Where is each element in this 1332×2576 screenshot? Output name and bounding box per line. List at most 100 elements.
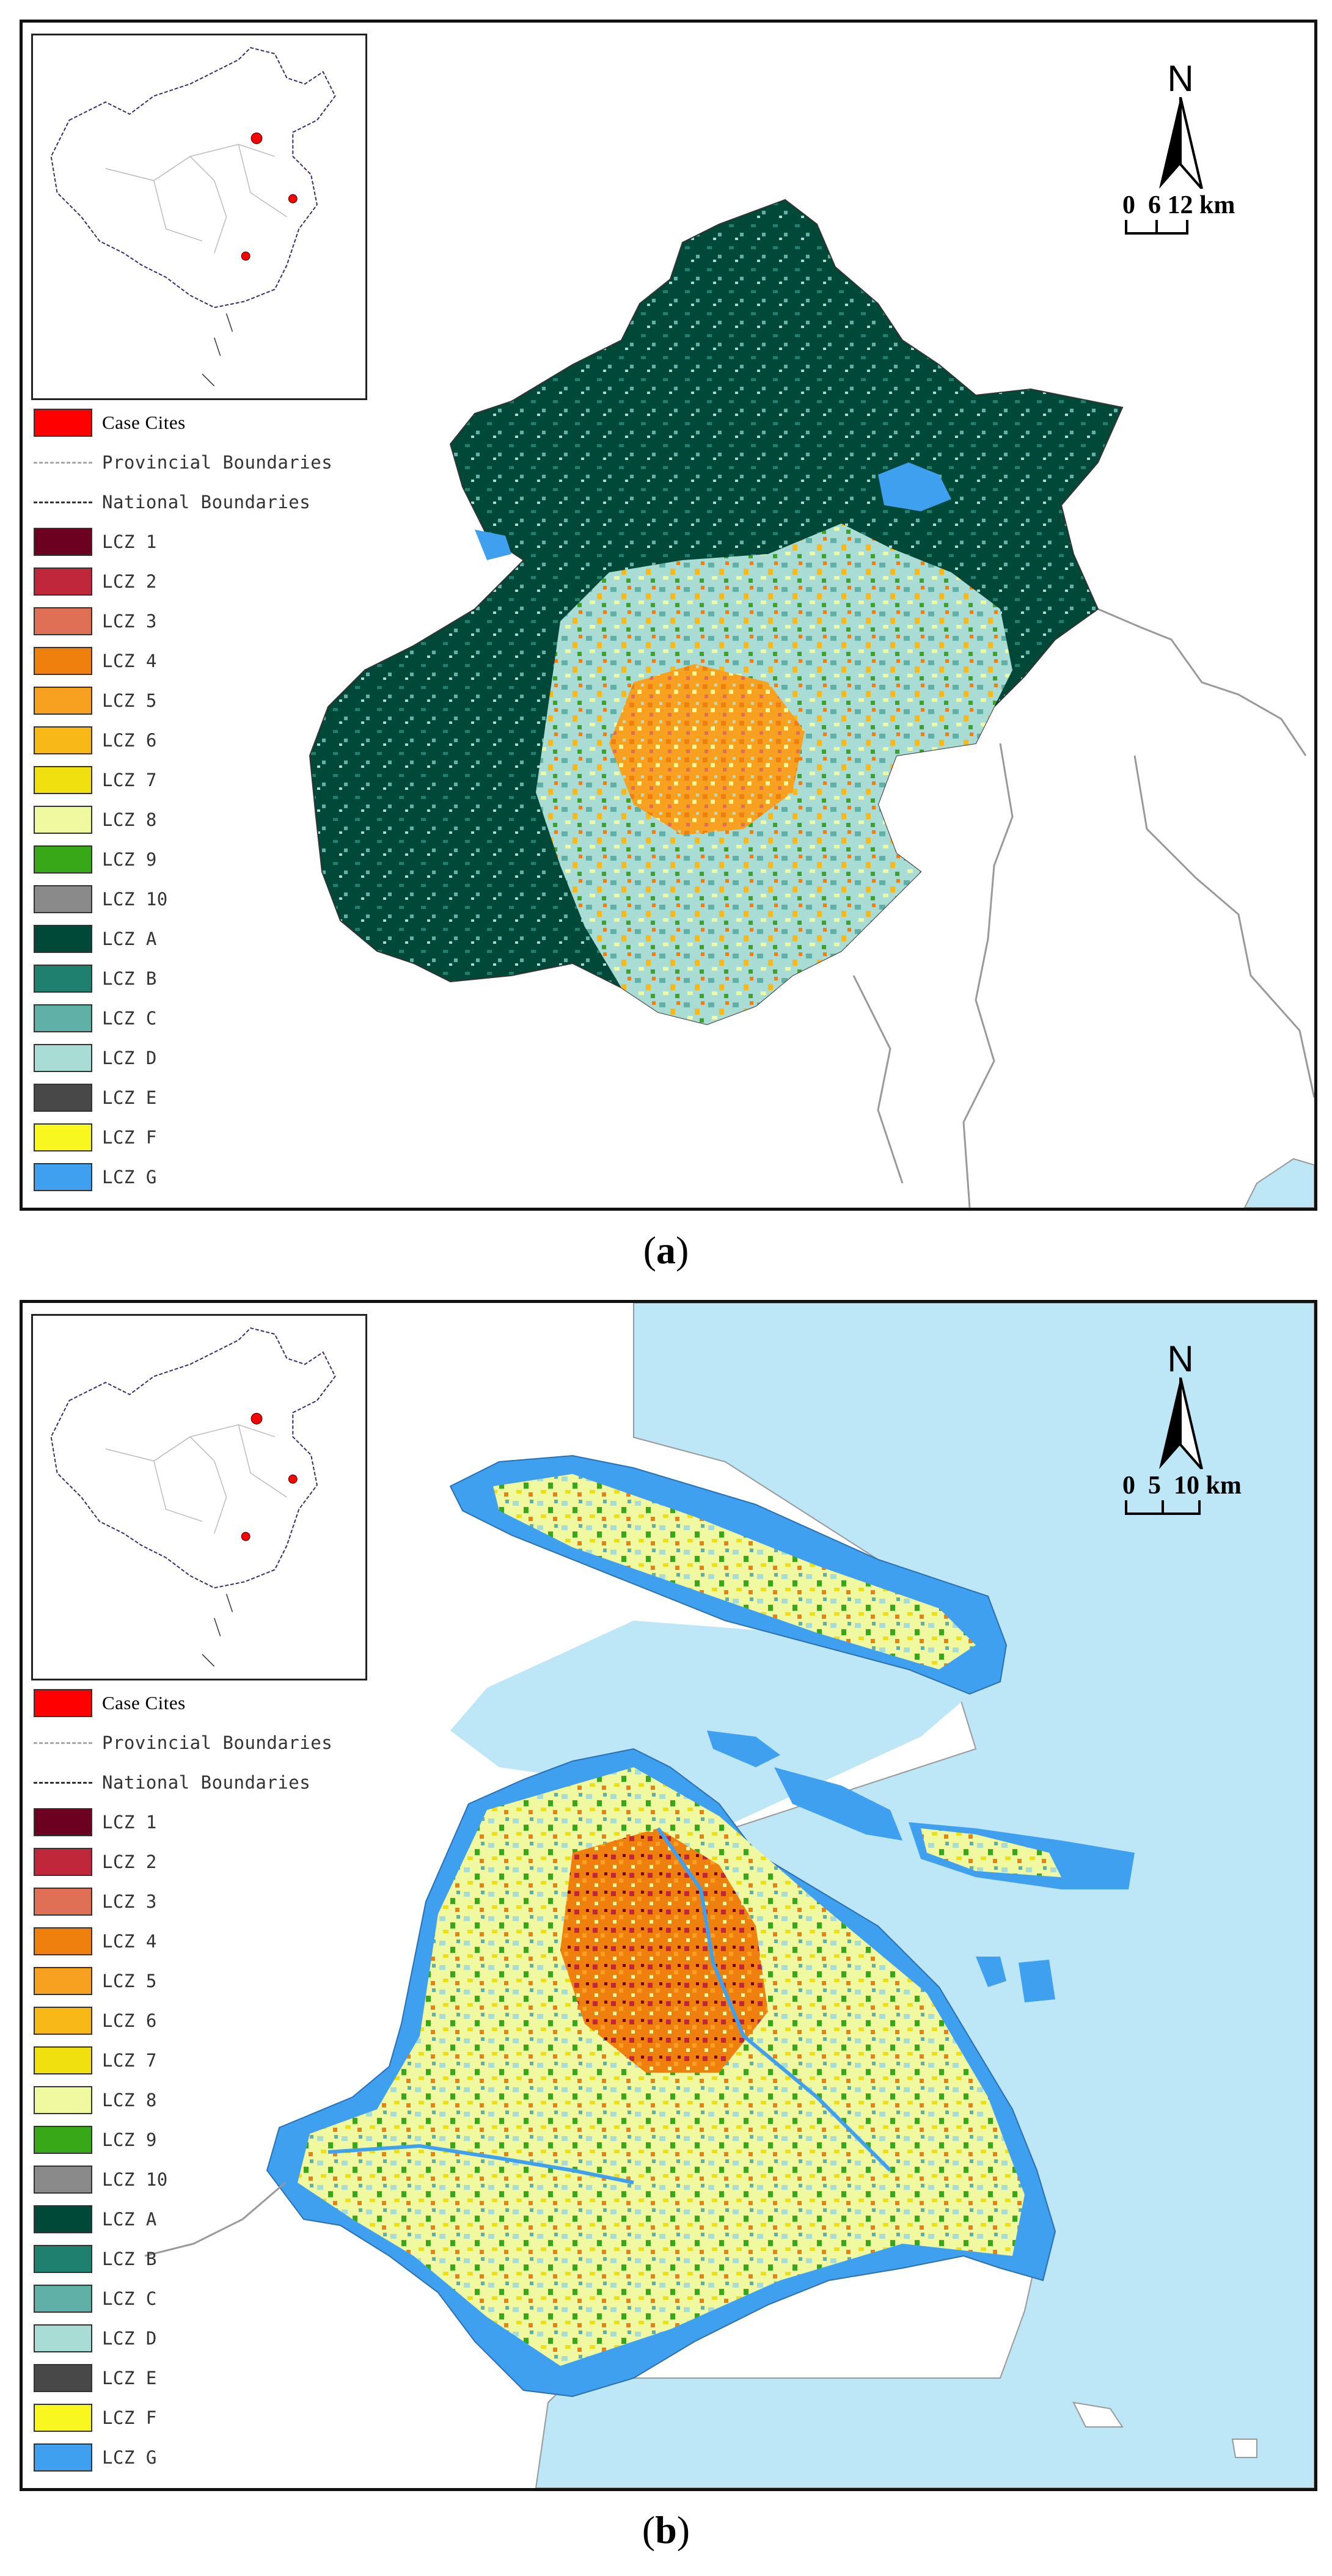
legend-swatch xyxy=(34,726,92,754)
legend-swatch xyxy=(34,607,92,635)
legend-swatch xyxy=(34,965,92,993)
legend-line-symbol xyxy=(34,1729,92,1757)
legend-item-lcz: LCZ 7 xyxy=(34,2045,157,2076)
legend-label: LCZ 10 xyxy=(102,889,168,910)
legend-line-symbol xyxy=(34,1768,92,1797)
legend-label: LCZ 8 xyxy=(102,809,157,830)
legend-item-lcz: LCZ 8 xyxy=(34,2085,157,2115)
legend-item-lcz: LCZ 4 xyxy=(34,1926,157,1957)
shanghai-lcz-map xyxy=(144,1303,1314,2488)
legend-label: LCZ A xyxy=(102,2209,157,2230)
legend-swatch xyxy=(34,2443,92,2472)
legend-item-lcz: LCZ A xyxy=(34,924,157,954)
legend-item-lcz: LCZ F xyxy=(34,1122,157,1153)
legend-item-lcz: LCZ 3 xyxy=(34,606,157,637)
legend-label: Provincial Boundaries xyxy=(102,1732,333,1753)
legend-swatch xyxy=(34,687,92,715)
legend-swatch xyxy=(34,885,92,913)
scale-bar: 0 5 10 km xyxy=(1122,1471,1242,1516)
legend-swatch xyxy=(34,1888,92,1916)
legend-swatch xyxy=(34,1689,92,1717)
china-inset-map xyxy=(31,1314,367,1680)
china-inset-map xyxy=(31,34,367,400)
legend-label: LCZ F xyxy=(102,2407,157,2428)
legend-item-lcz: LCZ 4 xyxy=(34,646,157,676)
legend-item-lcz: LCZ 7 xyxy=(34,765,157,795)
legend-label: National Boundaries xyxy=(102,492,311,513)
legend-item-lcz: LCZ 5 xyxy=(34,685,157,716)
legend-label: LCZ 4 xyxy=(102,1931,157,1952)
caption-b: (b) xyxy=(642,2508,690,2552)
legend-item-lcz: LCZ F xyxy=(34,2403,157,2433)
legend-item-lcz: LCZ 9 xyxy=(34,844,157,875)
legend-item-lcz: LCZ E xyxy=(34,2363,157,2393)
legend-provincial-boundaries: Provincial Boundaries xyxy=(34,1728,332,1758)
legend-swatch xyxy=(34,2086,92,2114)
legend-case-cities: Case Cites xyxy=(34,407,186,438)
legend-item-lcz: LCZ 1 xyxy=(34,527,157,557)
north-arrow-icon xyxy=(1159,97,1203,190)
legend-item-lcz: LCZ 9 xyxy=(34,2125,157,2155)
legend-item-lcz: LCZ 2 xyxy=(34,566,157,597)
legend-swatch xyxy=(34,1004,92,1032)
legend-label: LCZ E xyxy=(102,2368,157,2388)
legend-label: LCZ 2 xyxy=(102,1852,157,1872)
legend-swatch xyxy=(34,2324,92,2352)
legend-swatch xyxy=(34,2046,92,2074)
legend-item-lcz: LCZ A xyxy=(34,2204,157,2235)
legend-label: LCZ 1 xyxy=(102,1812,157,1833)
legend-item-lcz: LCZ 2 xyxy=(34,1847,157,1877)
legend-label: LCZ G xyxy=(102,2447,157,2468)
north-arrow: N xyxy=(1153,60,1208,192)
legend-item-lcz: LCZ E xyxy=(34,1082,157,1113)
legend-label: LCZ D xyxy=(102,2328,157,2349)
legend-item-lcz: LCZ 10 xyxy=(34,2164,168,2195)
caption-a: (a) xyxy=(643,1228,689,1272)
legend-label: LCZ F xyxy=(102,1127,157,1148)
legend-swatch xyxy=(34,409,92,437)
legend-item-lcz: LCZ G xyxy=(34,1162,157,1192)
legend-swatch xyxy=(34,925,92,953)
north-arrow-icon xyxy=(1159,1377,1203,1470)
legend-swatch xyxy=(34,1123,92,1151)
china-outline xyxy=(50,1327,336,1667)
legend-item-lcz: LCZ 3 xyxy=(34,1886,157,1917)
legend-label: LCZ 7 xyxy=(102,770,157,790)
north-arrow: N xyxy=(1153,1341,1208,1472)
legend-swatch xyxy=(34,1927,92,1955)
legend-provincial-boundaries: Provincial Boundaries xyxy=(34,447,332,478)
legend-label: LCZ 9 xyxy=(102,849,157,870)
legend-swatch xyxy=(34,2245,92,2273)
legend-swatch xyxy=(34,1967,92,1995)
legend-label: LCZ 3 xyxy=(102,1891,157,1912)
legend-item-lcz: LCZ 1 xyxy=(34,1807,157,1837)
legend-swatch xyxy=(34,2007,92,2035)
legend-swatch xyxy=(34,528,92,556)
legend-label: LCZ 9 xyxy=(102,2129,157,2150)
legend-item-lcz: LCZ G xyxy=(34,2442,157,2473)
legend-item-lcz: LCZ 10 xyxy=(34,884,168,914)
legend-item-lcz: LCZ D xyxy=(34,1043,157,1073)
beijing-lcz-map xyxy=(309,199,1314,1208)
map-panel-b: Case Cites Provincial Boundaries National … xyxy=(20,1300,1317,2491)
legend-swatch xyxy=(34,1808,92,1836)
legend-item-lcz: LCZ 6 xyxy=(34,2005,157,2036)
legend-label: LCZ 10 xyxy=(102,2169,168,2190)
legend-swatch xyxy=(34,2166,92,2194)
legend-label: Case Cites xyxy=(102,412,186,433)
legend-swatch xyxy=(34,1044,92,1072)
legend-line-symbol xyxy=(34,488,92,516)
legend-label: LCZ 5 xyxy=(102,690,157,711)
legend-item-lcz: LCZ 5 xyxy=(34,1966,157,1996)
legend-swatch xyxy=(34,766,92,794)
legend-label: Case Cites xyxy=(102,1692,186,1713)
scale-bar: 0 6 12 km xyxy=(1122,191,1235,236)
legend-line-symbol xyxy=(34,448,92,476)
legend-swatch xyxy=(34,2205,92,2233)
legend-label: LCZ 8 xyxy=(102,2090,157,2111)
legend-swatch xyxy=(34,1163,92,1191)
legend-national-boundaries: National Boundaries xyxy=(34,487,310,517)
legend-swatch xyxy=(34,845,92,874)
legend-swatch xyxy=(34,2404,92,2432)
legend-swatch xyxy=(34,2126,92,2154)
